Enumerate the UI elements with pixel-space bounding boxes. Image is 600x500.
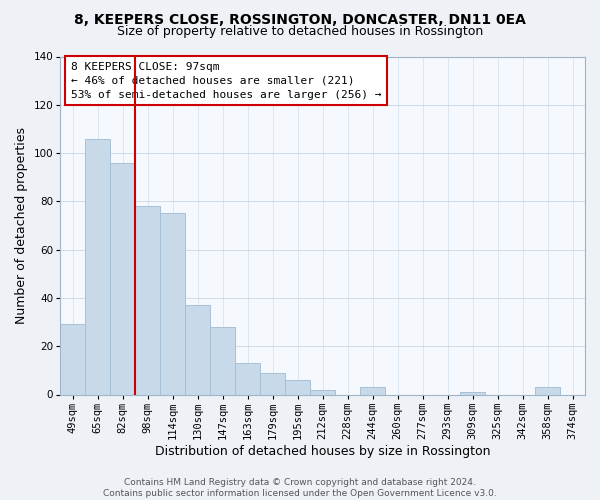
Text: Size of property relative to detached houses in Rossington: Size of property relative to detached ho… [117, 25, 483, 38]
Bar [85, 138, 110, 394]
Bar [310, 390, 335, 394]
Bar [110, 162, 135, 394]
Bar [260, 373, 285, 394]
Bar [185, 305, 210, 394]
Bar [285, 380, 310, 394]
Bar [460, 392, 485, 394]
Bar [135, 206, 160, 394]
Text: Contains HM Land Registry data © Crown copyright and database right 2024.
Contai: Contains HM Land Registry data © Crown c… [103, 478, 497, 498]
X-axis label: Distribution of detached houses by size in Rossington: Distribution of detached houses by size … [155, 444, 490, 458]
Bar [360, 388, 385, 394]
Bar [160, 214, 185, 394]
Bar [235, 363, 260, 394]
Bar [535, 388, 560, 394]
Text: 8 KEEPERS CLOSE: 97sqm
← 46% of detached houses are smaller (221)
53% of semi-de: 8 KEEPERS CLOSE: 97sqm ← 46% of detached… [71, 62, 381, 100]
Y-axis label: Number of detached properties: Number of detached properties [15, 127, 28, 324]
Bar [60, 324, 85, 394]
Text: 8, KEEPERS CLOSE, ROSSINGTON, DONCASTER, DN11 0EA: 8, KEEPERS CLOSE, ROSSINGTON, DONCASTER,… [74, 12, 526, 26]
Bar [210, 327, 235, 394]
